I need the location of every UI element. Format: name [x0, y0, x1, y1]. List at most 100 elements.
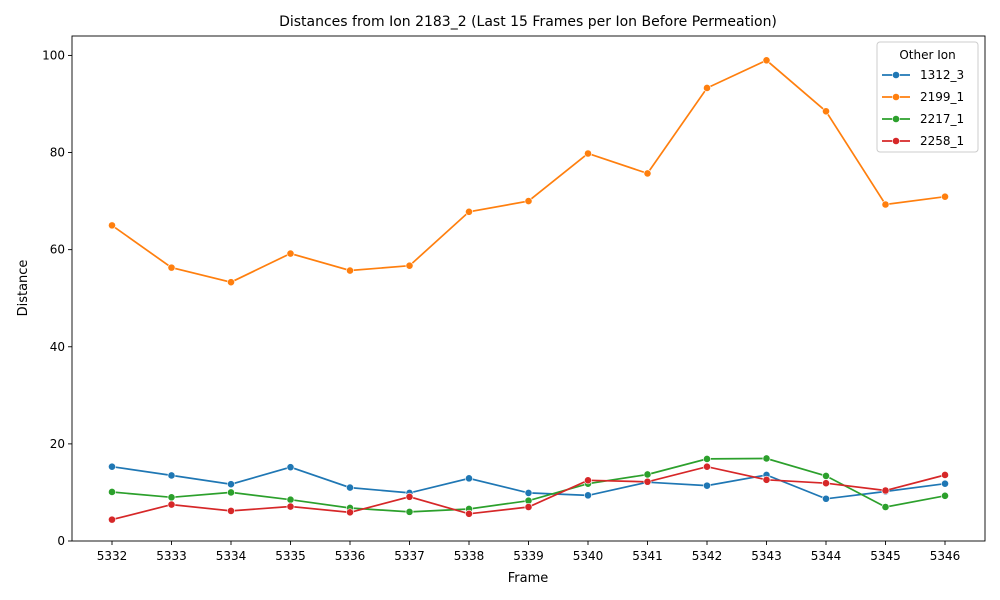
- data-point: [227, 488, 235, 497]
- chart-title: Distances from Ion 2183_2 (Last 15 Frame…: [279, 14, 777, 30]
- legend-swatch-marker: [892, 115, 900, 123]
- data-point: [108, 462, 116, 471]
- legend-entry: 1312_3: [882, 68, 964, 82]
- y-tick-label: 20: [50, 437, 65, 451]
- data-point: [941, 471, 949, 479]
- data-point: [822, 479, 830, 488]
- y-axis-label: Distance: [16, 260, 31, 317]
- data-point: [881, 200, 890, 209]
- x-tick-label: 5332: [97, 549, 128, 563]
- data-point: [941, 479, 949, 488]
- data-point: [524, 489, 533, 497]
- y-tick-label: 0: [57, 534, 65, 548]
- data-point: [524, 503, 533, 511]
- data-point: [584, 491, 592, 500]
- data-point: [167, 493, 176, 502]
- y-tick-label: 100: [42, 48, 65, 62]
- x-tick-label: 5346: [930, 549, 961, 563]
- data-point: [227, 480, 235, 489]
- x-tick-label: 5344: [811, 549, 842, 563]
- data-point: [703, 84, 711, 92]
- data-point: [346, 483, 354, 492]
- data-point: [881, 503, 890, 511]
- legend-swatch-marker: [892, 71, 900, 79]
- data-point: [405, 261, 414, 270]
- legend-entry: 2258_1: [882, 134, 964, 148]
- legend-title: Other Ion: [899, 48, 955, 62]
- series-2217_1: [108, 454, 949, 516]
- x-axis-label: Frame: [508, 571, 549, 586]
- x-tick-label: 5334: [216, 549, 247, 563]
- legend-swatch-marker: [892, 93, 900, 101]
- data-point: [703, 455, 711, 463]
- series-2258_1: [108, 462, 949, 524]
- data-point: [703, 462, 711, 471]
- legend-label: 2258_1: [920, 134, 964, 148]
- data-point: [584, 476, 592, 485]
- data-point: [881, 486, 890, 495]
- x-tick-label: 5343: [751, 549, 782, 563]
- x-axis: 5332 5333 5334 5335 5336 5337 5338 5339 5340 5341…: [97, 541, 961, 563]
- data-point: [941, 192, 949, 201]
- legend-label: 1312_3: [920, 68, 964, 82]
- x-tick-label: 5337: [394, 549, 425, 563]
- y-tick-label: 40: [50, 340, 65, 354]
- x-tick-label: 5341: [632, 549, 663, 563]
- data-point: [762, 475, 771, 484]
- data-point: [167, 263, 176, 272]
- data-point: [108, 221, 116, 230]
- legend-label: 2199_1: [920, 90, 964, 104]
- legend-swatch-marker: [892, 137, 900, 145]
- legend: Other Ion 1312_3 2199_1 2217_1 2258_1: [876, 41, 979, 153]
- data-point: [524, 197, 533, 205]
- data-point: [405, 492, 414, 501]
- series-1312_3: [108, 462, 949, 503]
- legend-entry: 2199_1: [882, 90, 964, 104]
- x-tick-label: 5338: [454, 549, 485, 563]
- data-point: [346, 508, 354, 517]
- data-point: [286, 502, 295, 511]
- data-point: [584, 149, 592, 158]
- data-point: [465, 474, 473, 483]
- data-point: [941, 491, 949, 500]
- data-point: [822, 494, 830, 503]
- data-point: [703, 481, 711, 490]
- legend-entry: 2217_1: [882, 112, 964, 126]
- y-tick-label: 80: [50, 146, 65, 160]
- x-tick-label: 5333: [156, 549, 187, 563]
- x-tick-label: 5340: [573, 549, 604, 563]
- data-point: [762, 454, 771, 463]
- x-tick-label: 5335: [275, 549, 306, 563]
- data-point: [405, 507, 414, 516]
- data-point: [167, 471, 176, 480]
- data-point: [108, 515, 116, 524]
- x-tick-label: 5342: [692, 549, 723, 563]
- data-point: [346, 266, 354, 275]
- plot-area: [108, 56, 949, 524]
- data-point: [822, 107, 830, 116]
- data-point: [643, 477, 652, 486]
- data-point: [167, 500, 176, 509]
- legend-label: 2217_1: [920, 112, 964, 126]
- data-point: [227, 278, 235, 287]
- data-point: [762, 56, 771, 65]
- data-point: [643, 169, 652, 178]
- data-point: [643, 470, 652, 479]
- data-point: [465, 509, 473, 518]
- legend-box: [876, 41, 979, 153]
- x-tick-label: 5339: [513, 549, 544, 563]
- x-tick-label: 5345: [870, 549, 901, 563]
- x-tick-label: 5336: [335, 549, 366, 563]
- data-point: [286, 463, 295, 472]
- data-point: [465, 207, 473, 216]
- series-2199_1: [108, 56, 949, 287]
- data-point: [822, 472, 830, 480]
- data-point: [286, 495, 295, 504]
- data-point: [227, 506, 235, 515]
- y-tick-label: 60: [50, 243, 65, 257]
- y-axis: 0 20 40 60 80 100: [42, 48, 72, 548]
- data-point: [108, 488, 116, 496]
- data-point: [286, 249, 295, 258]
